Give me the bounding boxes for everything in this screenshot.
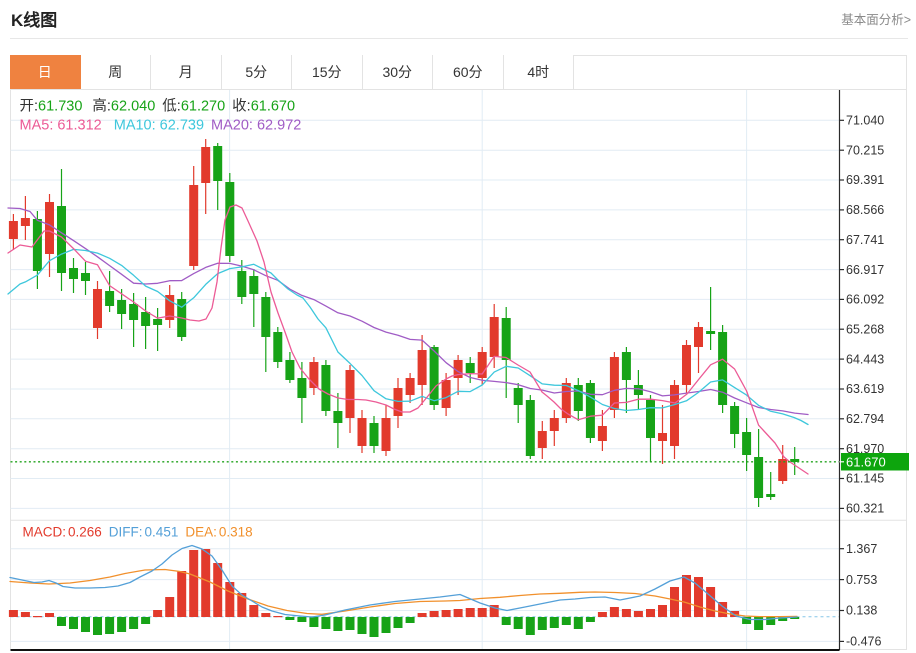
svg-text:61.670: 61.670	[846, 455, 886, 470]
svg-text:67.741: 67.741	[846, 233, 884, 247]
svg-text:1.367: 1.367	[846, 542, 877, 556]
svg-text:64.443: 64.443	[846, 352, 884, 366]
svg-text:71.040: 71.040	[846, 114, 884, 128]
svg-text:62.794: 62.794	[846, 412, 884, 426]
svg-text:0.753: 0.753	[846, 573, 877, 587]
svg-text:60.321: 60.321	[846, 502, 884, 516]
svg-text:-0.476: -0.476	[846, 635, 881, 649]
svg-text:70.215: 70.215	[846, 143, 884, 157]
svg-text:61.145: 61.145	[846, 472, 884, 486]
svg-text:61.970: 61.970	[846, 442, 884, 456]
svg-text:63.619: 63.619	[846, 382, 884, 396]
svg-text:65.268: 65.268	[846, 322, 884, 336]
svg-text:69.391: 69.391	[846, 173, 884, 187]
svg-text:0.138: 0.138	[846, 604, 877, 618]
svg-text:66.092: 66.092	[846, 293, 884, 307]
svg-text:66.917: 66.917	[846, 263, 884, 277]
svg-text:68.566: 68.566	[846, 203, 884, 217]
